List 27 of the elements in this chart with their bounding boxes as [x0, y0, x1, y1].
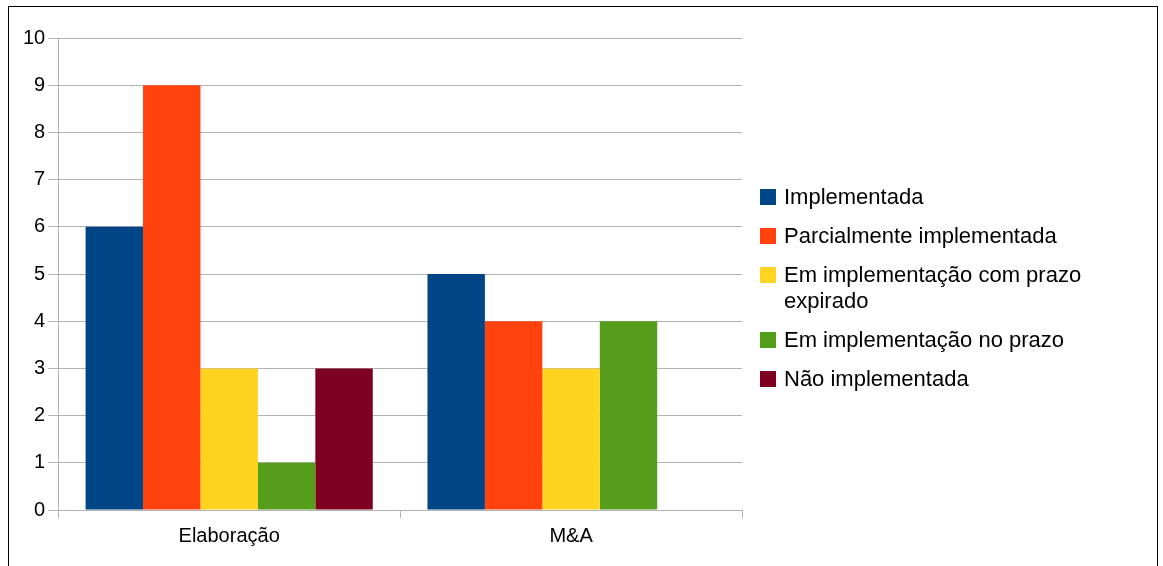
legend-label: Parcialmente implementada [784, 223, 1057, 249]
bar [427, 274, 485, 510]
bar [542, 368, 600, 510]
legend-label: Implementada [784, 184, 924, 210]
bar [484, 321, 543, 510]
y-tick-label: 9 [34, 72, 46, 95]
x-tick-label: M&A [549, 523, 594, 546]
bar [200, 368, 258, 510]
y-tick-label: 5 [34, 261, 46, 284]
legend-label: Em implementação com prazo expirado [784, 262, 1083, 314]
y-tick-label: 2 [34, 403, 46, 426]
bar [599, 321, 658, 510]
x-tick-label: Elaboração [178, 523, 280, 546]
y-tick-label: 10 [23, 25, 46, 48]
y-tick-label: 7 [34, 167, 46, 190]
y-tick-label: 8 [34, 119, 46, 142]
bar [143, 85, 201, 510]
legend-label: Não implementada [784, 366, 969, 392]
bar [315, 368, 373, 510]
y-tick-label: 6 [34, 214, 46, 237]
y-tick-label: 1 [34, 450, 46, 473]
y-tick-label: 0 [34, 497, 46, 520]
bar [257, 462, 316, 510]
legend-label: Em implementação no prazo [784, 327, 1065, 353]
y-tick-label: 3 [34, 355, 46, 378]
y-tick-label: 4 [34, 308, 46, 331]
bar [85, 226, 144, 510]
